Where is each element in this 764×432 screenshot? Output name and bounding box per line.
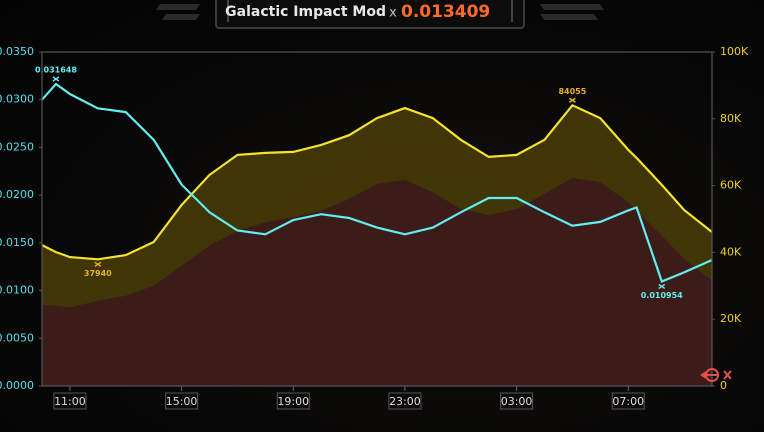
x-tick-label: 15:00 (166, 395, 198, 408)
plot-frame (41, 51, 713, 387)
y-tick-label: 0.0150 (0, 236, 34, 249)
x-tick-box (165, 392, 199, 410)
y2-tick-label: 40K (720, 245, 742, 258)
x-tick-box (53, 392, 87, 410)
y2-tick-label: 80K (720, 112, 742, 125)
plot: 84055 37940 0.031648 0.010954 (35, 65, 713, 387)
data-label: 0.031648 (35, 65, 77, 74)
y-tick-label: 0.0000 (0, 379, 34, 392)
y2-tick-label: 0 (720, 379, 727, 392)
x-tick-label: 23:00 (389, 395, 421, 408)
data-label: 0.010954 (641, 291, 683, 300)
line (41, 103, 713, 261)
line (41, 82, 713, 283)
x-tick-box (276, 392, 310, 410)
multiplier-symbol: x (389, 6, 397, 21)
header-title: Galactic Impact Mod (225, 4, 386, 20)
y2-tick-label: 20K (720, 312, 742, 325)
x-tick-box (611, 392, 645, 410)
y-tick-label: 0.0050 (0, 331, 34, 344)
x-tick-label: 03:00 (501, 395, 533, 408)
x-tick-box (388, 392, 422, 410)
y-tick-label: 0.0300 (0, 93, 34, 106)
y-tick-label: 0.0250 (0, 140, 34, 153)
extreme-marker (52, 76, 60, 82)
header-box (215, 0, 525, 29)
area (42, 177, 712, 386)
data-label: 84055 (558, 87, 586, 96)
y-tick-label: 0.0200 (0, 188, 34, 201)
x-tick-label: 11:00 (54, 395, 86, 408)
y2-tick-label: 100K (720, 45, 749, 58)
y-tick-label: 0.0100 (0, 284, 34, 297)
extreme-marker (658, 283, 666, 290)
header-decor (156, 4, 604, 20)
y2-tick-label: 60K (720, 179, 742, 192)
y-tick-label: 0.0350 (0, 45, 34, 58)
toggle-controls[interactable] (700, 368, 732, 382)
extreme-marker (94, 261, 102, 267)
extreme-marker (569, 97, 576, 103)
data-label: 37940 (84, 269, 112, 278)
x-tick-label: 19:00 (277, 395, 309, 408)
x-tick-label: 07:00 (612, 395, 644, 408)
multiplier-value: 0.013409 (401, 2, 490, 22)
x-tick-box (500, 392, 534, 410)
